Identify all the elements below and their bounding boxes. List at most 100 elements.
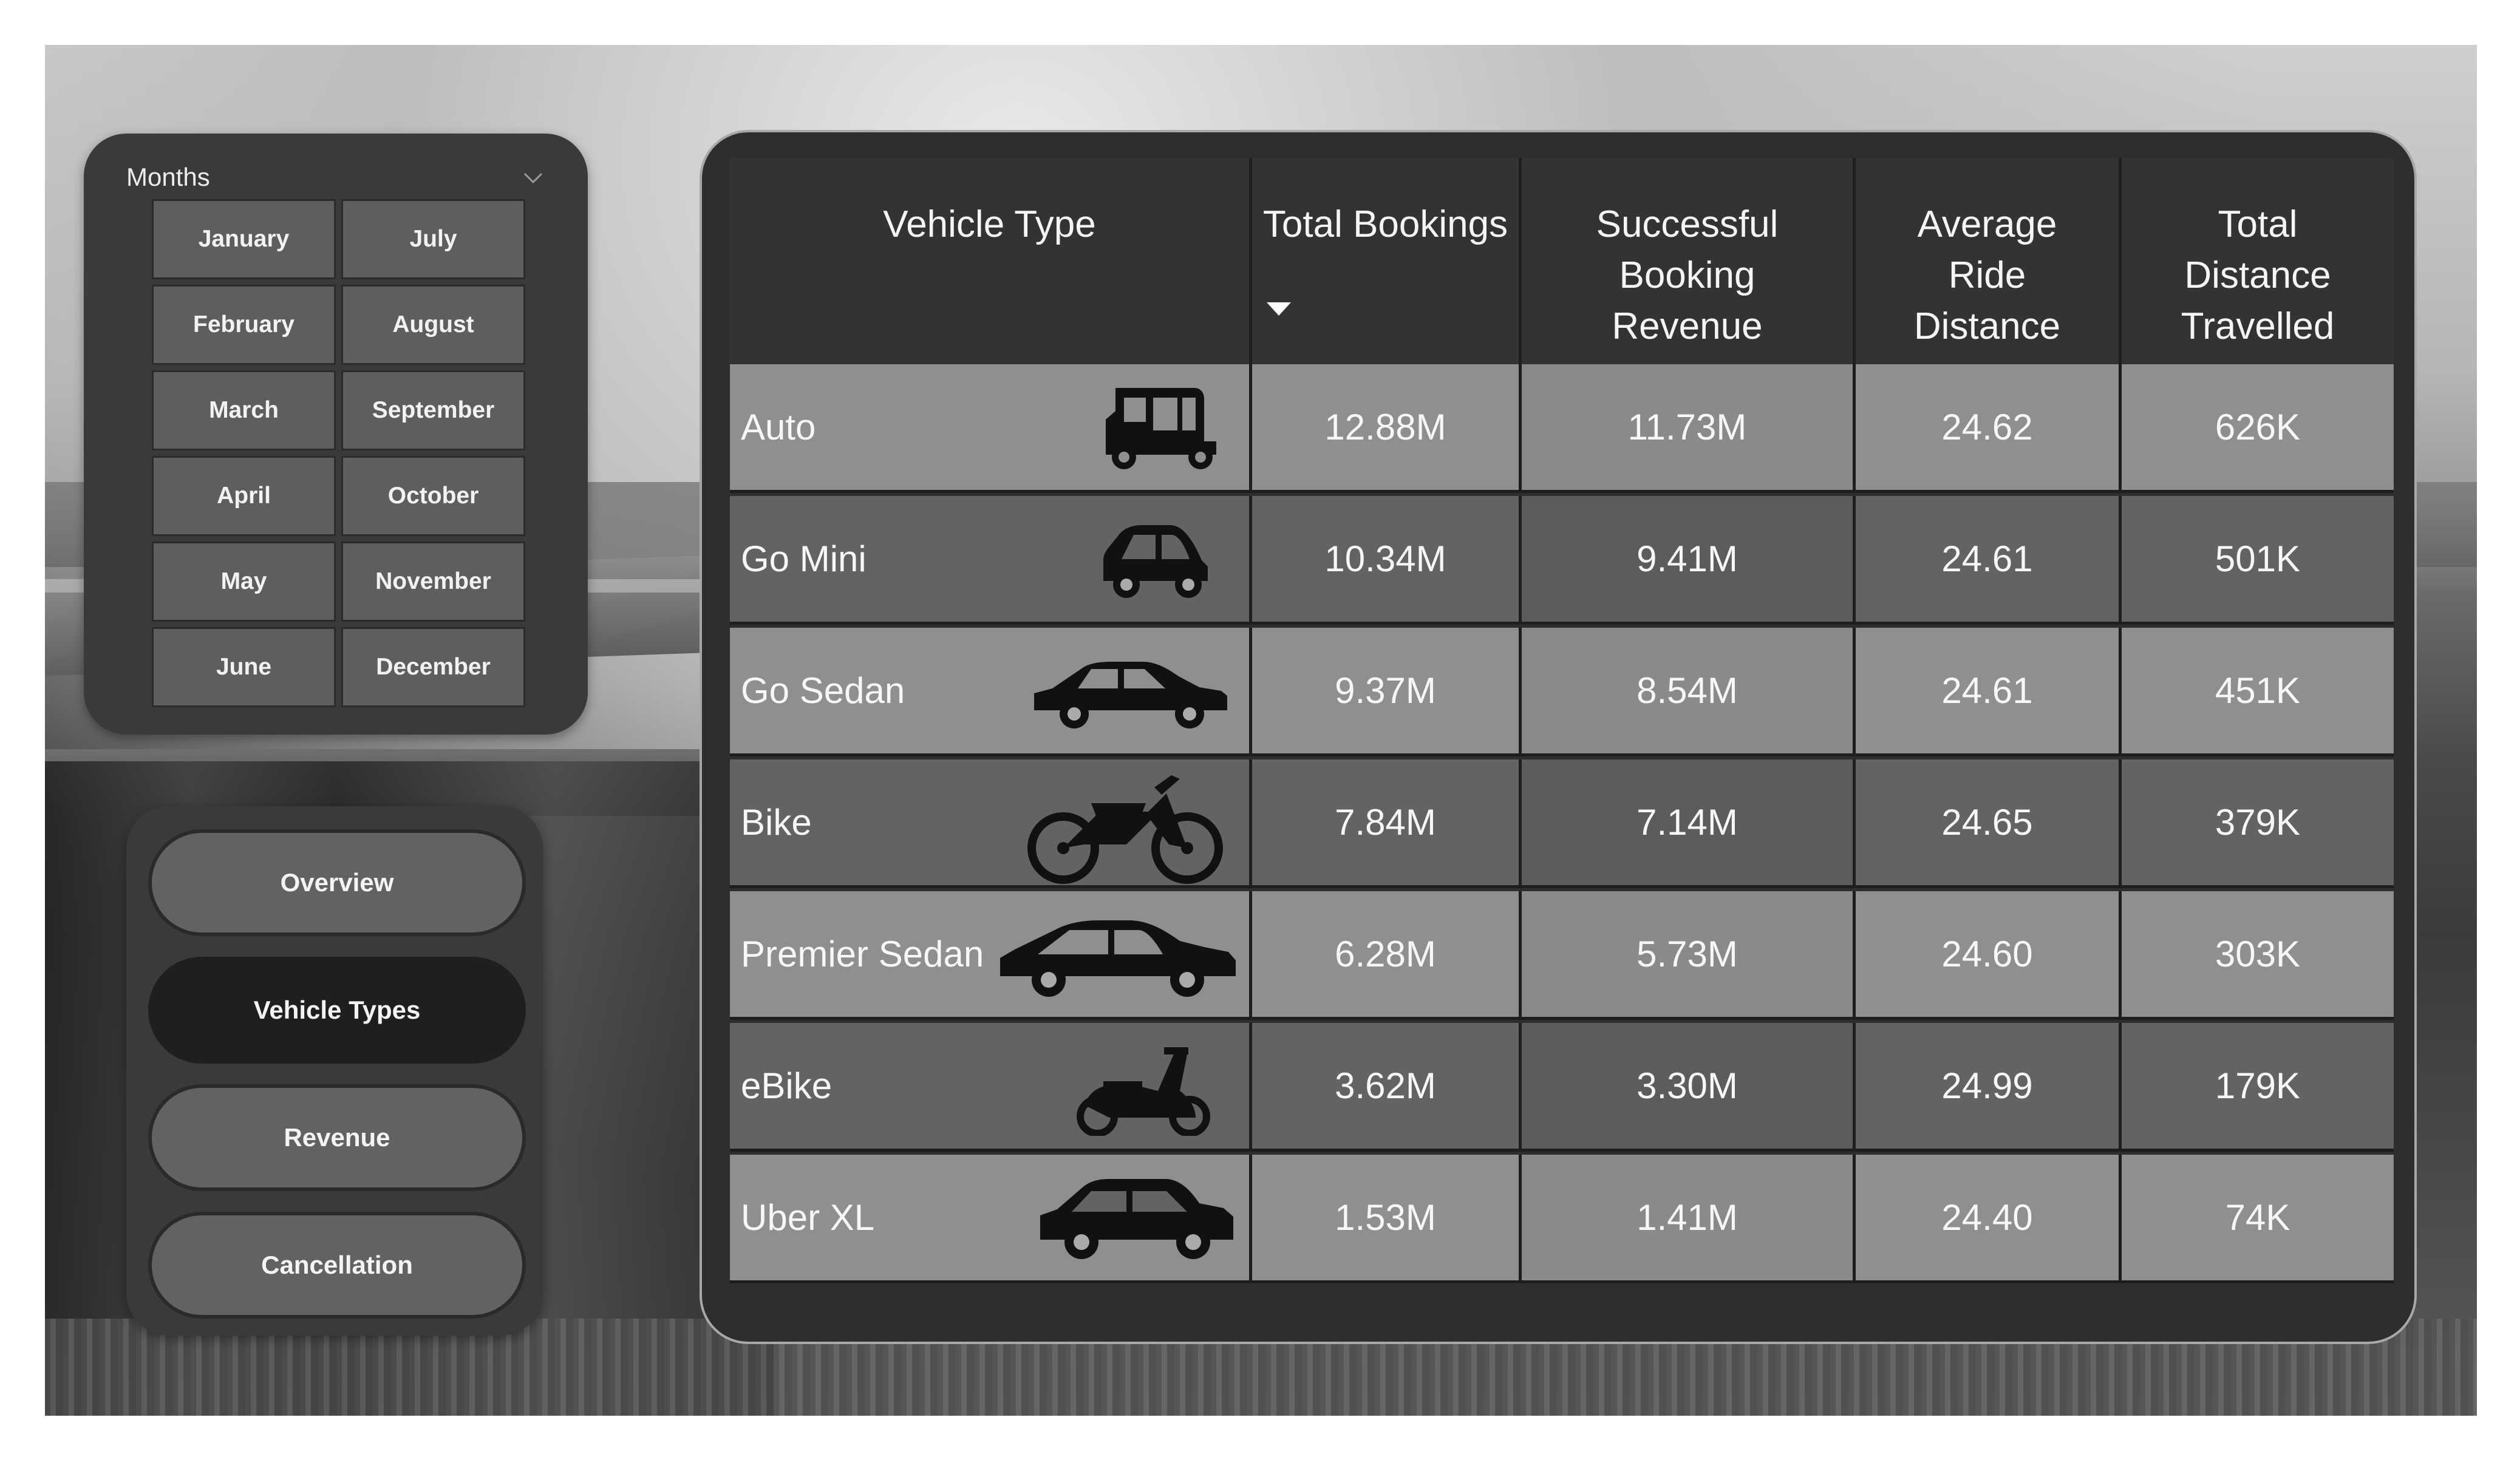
total-distance-cell-text: 451K (2215, 670, 2301, 711)
avg-distance-cell-text: 24.62 (1941, 407, 2033, 447)
month-button-grid: January July February August March September A… (152, 199, 608, 707)
nav-button-revenue[interactable]: Revenue (148, 1084, 526, 1191)
month-button-june[interactable]: June (152, 627, 336, 707)
avg-distance-cell: 24.60 (1856, 891, 2122, 1020)
scooter-icon (1073, 1034, 1213, 1141)
total-bookings-cell-text: 7.84M (1335, 802, 1436, 843)
month-button-august[interactable]: August (341, 285, 525, 365)
revenue-cell-text: 1.41M (1636, 1197, 1738, 1238)
total-bookings-cell: 7.84M (1252, 759, 1522, 888)
vehicle-cell-text: Uber XL (741, 1197, 875, 1238)
month-button-february[interactable]: February (152, 285, 336, 365)
sedan-icon (1030, 639, 1231, 745)
revenue-cell: 8.54M (1522, 628, 1856, 756)
total-bookings-cell: 3.62M (1252, 1023, 1522, 1152)
nav-button-cancellation[interactable]: Cancellation (148, 1212, 526, 1319)
vehicle-type-table-panel: Vehicle Type Total Bookings Successful B… (700, 130, 2417, 1344)
avg-distance-cell-text: 24.65 (1941, 802, 2033, 843)
vehicle-cell-text: Auto (741, 407, 816, 447)
total-bookings-cell-text: 10.34M (1324, 538, 1446, 579)
avg-distance-cell: 24.61 (1856, 628, 2122, 756)
total-bookings-cell-text: 12.88M (1324, 407, 1446, 447)
month-button-may[interactable]: May (152, 542, 336, 622)
avg-distance-cell-text: 24.61 (1941, 538, 2033, 579)
column-header-total-distance-travelled[interactable]: Total Distance Travelled (2122, 158, 2394, 364)
month-button-march[interactable]: March (152, 370, 336, 450)
total-bookings-cell: 10.34M (1252, 496, 1522, 625)
motorcycle-icon (1024, 770, 1225, 884)
chevron-down-icon[interactable] (521, 165, 545, 189)
vehicle-cell: Go Sedan (730, 628, 1252, 756)
total-distance-cell-text: 179K (2215, 1065, 2301, 1106)
column-header-average-ride-distance[interactable]: Average Ride Distance (1856, 158, 2122, 364)
vehicle-cell: Auto (730, 364, 1252, 493)
month-button-april[interactable]: April (152, 456, 336, 536)
nav-button-vehicle-types[interactable]: Vehicle Types (148, 957, 526, 1064)
revenue-cell-text: 7.14M (1636, 802, 1738, 843)
vehicle-cell-text: Bike (741, 802, 812, 843)
vehicle-cell-text: eBike (741, 1065, 833, 1106)
total-distance-cell: 303K (2122, 891, 2394, 1020)
auto-rickshaw-icon (1097, 375, 1225, 482)
month-button-january[interactable]: January (152, 199, 336, 279)
revenue-cell-text: 5.73M (1636, 934, 1738, 974)
vehicle-cell: Go Mini (730, 496, 1252, 625)
total-distance-cell: 379K (2122, 759, 2394, 888)
total-distance-cell: 179K (2122, 1023, 2394, 1152)
total-distance-cell-text: 379K (2215, 802, 2301, 843)
month-button-october[interactable]: October (341, 456, 525, 536)
column-header-total-bookings[interactable]: Total Bookings (1252, 158, 1522, 364)
total-bookings-cell: 9.37M (1252, 628, 1522, 756)
total-bookings-cell-text: 9.37M (1335, 670, 1436, 711)
months-slicer: Months January July February August March Sep… (84, 134, 588, 735)
avg-distance-cell: 24.40 (1856, 1155, 2122, 1283)
total-bookings-cell-text: 6.28M (1335, 934, 1436, 974)
total-bookings-cell: 1.53M (1252, 1155, 1522, 1283)
total-distance-cell-text: 303K (2215, 934, 2301, 974)
revenue-cell: 7.14M (1522, 759, 1856, 888)
month-button-november[interactable]: November (341, 542, 525, 622)
vehicle-cell: eBike (730, 1023, 1252, 1152)
months-slicer-title: Months (126, 163, 210, 191)
total-distance-cell: 74K (2122, 1155, 2394, 1283)
total-distance-cell: 626K (2122, 364, 2394, 493)
avg-distance-cell-text: 24.99 (1941, 1065, 2033, 1106)
vehicle-cell-text: Go Sedan (741, 670, 905, 711)
suv-icon (1037, 1166, 1237, 1272)
column-header-successful-booking-revenue[interactable]: Successful Booking Revenue (1522, 158, 1856, 364)
avg-distance-cell: 24.99 (1856, 1023, 2122, 1152)
column-header-vehicle-type[interactable]: Vehicle Type (730, 158, 1252, 364)
revenue-cell-text: 9.41M (1636, 538, 1738, 579)
month-button-september[interactable]: September (341, 370, 525, 450)
revenue-cell: 3.30M (1522, 1023, 1856, 1152)
avg-distance-cell: 24.65 (1856, 759, 2122, 888)
revenue-cell: 5.73M (1522, 891, 1856, 1020)
total-distance-cell-text: 501K (2215, 538, 2301, 579)
vehicle-cell: Bike (730, 759, 1252, 888)
month-button-december[interactable]: December (341, 627, 525, 707)
avg-distance-cell-text: 24.61 (1941, 670, 2033, 711)
revenue-cell: 1.41M (1522, 1155, 1856, 1283)
total-bookings-cell: 12.88M (1252, 364, 1522, 493)
vehicle-cell: Uber XL (730, 1155, 1252, 1283)
avg-distance-cell-text: 24.40 (1941, 1197, 2033, 1238)
vehicle-cell: Premier Sedan (730, 891, 1252, 1020)
avg-distance-cell: 24.62 (1856, 364, 2122, 493)
mini-car-icon (1091, 507, 1219, 614)
revenue-cell-text: 8.54M (1636, 670, 1738, 711)
premium-sedan-icon (996, 902, 1239, 1009)
revenue-cell: 9.41M (1522, 496, 1856, 625)
nav-button-overview[interactable]: Overview (148, 829, 526, 936)
total-distance-cell-text: 74K (2225, 1197, 2290, 1238)
total-bookings-cell-text: 1.53M (1335, 1197, 1436, 1238)
sort-descending-icon (1267, 302, 1291, 316)
month-button-july[interactable]: July (341, 199, 525, 279)
revenue-cell: 11.73M (1522, 364, 1856, 493)
navigation-panel: Overview Vehicle Types Revenue Cancellation (126, 806, 543, 1336)
avg-distance-cell-text: 24.60 (1941, 934, 2033, 974)
vehicle-cell-text: Premier Sedan (741, 934, 984, 974)
revenue-cell-text: 3.30M (1636, 1065, 1738, 1106)
vehicle-cell-text: Go Mini (741, 538, 867, 579)
revenue-cell-text: 11.73M (1627, 407, 1747, 447)
avg-distance-cell: 24.61 (1856, 496, 2122, 625)
